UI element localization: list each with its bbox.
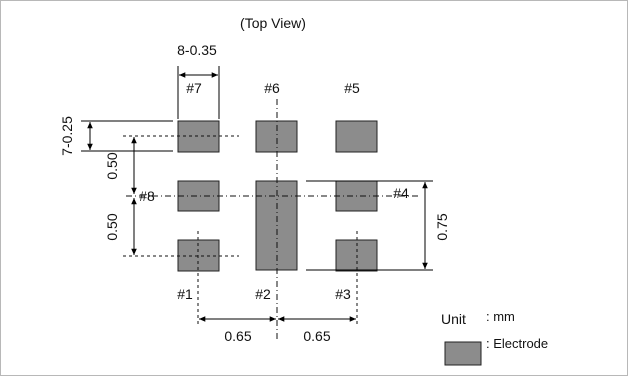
legend-electrode-swatch [444, 341, 482, 366]
column-pitch-left-label: 0.65 [224, 328, 251, 344]
row-pitch-dimension: 0.50 0.50 [104, 137, 137, 255]
legend-electrode-label: : Electrode [486, 336, 548, 351]
legend: Unit : mm : Electrode [441, 309, 548, 366]
row-pitch-lower-label: 0.50 [104, 213, 120, 240]
electrode-pad-8 [177, 180, 220, 212]
electrode-pad-5 [335, 120, 378, 153]
electrode-label-2: #2 [255, 286, 271, 302]
row-pitch-upper-label: 0.50 [104, 152, 120, 179]
electrode-label-7: #7 [186, 80, 202, 96]
center-pad-height-dimension: 0.75 [306, 180, 450, 271]
electrode-label-4: #4 [393, 185, 409, 201]
electrode-pads [177, 120, 378, 272]
pad-height-dimension: 7-0.25 [59, 116, 173, 156]
center-pad-height-label: 0.75 [434, 213, 450, 240]
electrode-label-5: #5 [344, 80, 360, 96]
electrode-label-1: #1 [177, 286, 193, 302]
center-lines [123, 99, 421, 341]
electrode-label-8: #8 [139, 188, 155, 204]
diagram-title: (Top View) [240, 15, 306, 31]
pad-width-label: 8-0.35 [177, 42, 217, 58]
electrode-label-3: #3 [335, 286, 351, 302]
electrode-labels: #7 #6 #5 #8 #4 #1 #2 #3 [139, 80, 409, 302]
column-pitch-dimension: 0.65 0.65 [199, 316, 356, 344]
legend-unit-value: : mm [486, 309, 515, 324]
pad-width-dimension: 8-0.35 [177, 42, 220, 119]
electrode-label-6: #6 [264, 80, 280, 96]
column-pitch-right-label: 0.65 [303, 328, 330, 344]
pad-height-label: 7-0.25 [59, 116, 75, 156]
legend-unit-label: Unit [441, 311, 466, 327]
